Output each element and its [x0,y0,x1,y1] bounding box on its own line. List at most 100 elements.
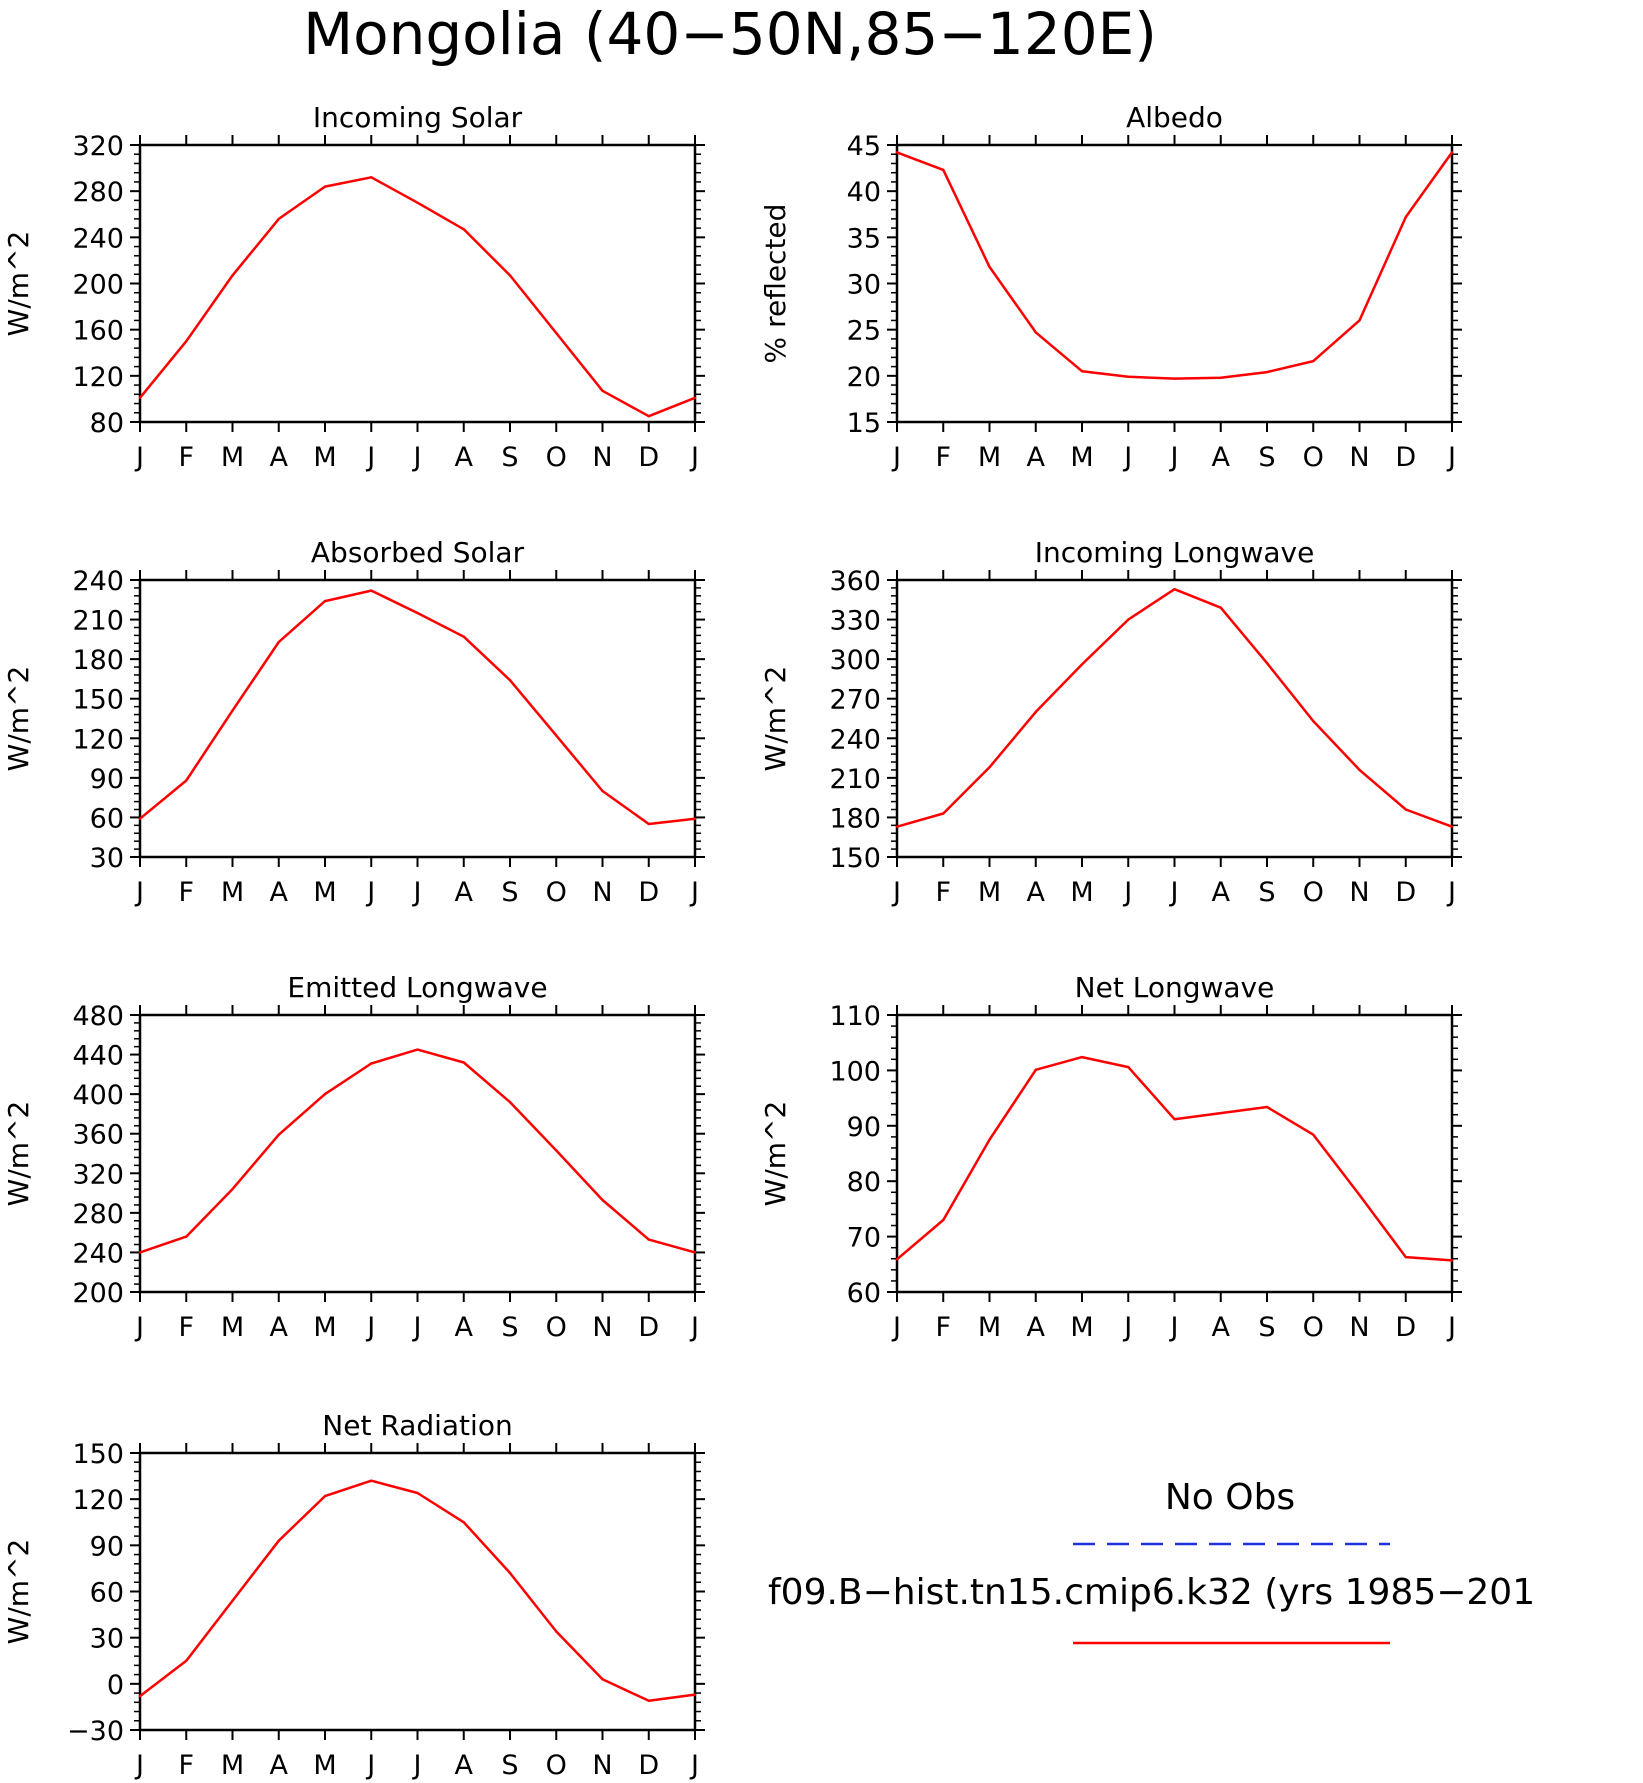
data-point [231,1187,234,1191]
y-tick-label: 150 [829,843,881,874]
data-point [1034,1068,1037,1072]
data-point [416,1491,419,1495]
x-tick-label: O [546,1750,567,1781]
data-point [462,635,465,638]
x-tick-label: J [1169,442,1179,473]
y-tick-label: 90 [847,1112,881,1143]
data-point [601,1198,604,1202]
x-tick-label: J [1446,877,1456,908]
x-tick-label: A [455,1312,474,1343]
x-tick-label: J [891,1312,901,1343]
plot-frame [138,1451,697,1732]
y-tick-label: 320 [72,1159,124,1190]
x-tick-label: M [313,1312,336,1343]
x-tick-label: J [1122,442,1132,473]
panel-title: Emitted Longwave [287,971,547,1004]
x-tick-label: J [412,1312,422,1343]
y-tick-label: 240 [72,223,124,254]
x-tick-label: A [1027,442,1046,473]
y-tick-label: 90 [90,764,124,795]
data-point [508,679,512,682]
data-point [416,201,419,204]
data-point [1312,719,1315,723]
x-tick-label: S [1258,877,1275,908]
x-tick-label: O [1303,877,1324,908]
data-point [277,640,280,644]
data-point [942,812,945,815]
data-point [277,1539,280,1542]
x-tick-label: A [455,877,474,908]
plot-frame [138,578,697,859]
panel-title: Net Radiation [322,1409,512,1442]
series-line [896,151,1454,380]
y-tick-label: 60 [847,1278,881,1309]
x-tick-label: S [501,1312,518,1343]
x-tick-label: A [270,442,289,473]
data-point [601,1678,604,1681]
data-point [988,265,991,269]
x-tick-label: F [178,442,194,473]
data-point [1173,377,1176,380]
x-tick-label: J [1169,877,1179,908]
x-tick-label: J [1169,1312,1179,1343]
x-tick-label: J [134,877,144,908]
legend-label-obs: No Obs [1165,1477,1295,1518]
y-tick-label: 20 [847,362,881,393]
data-point [647,822,650,826]
x-tick-label: F [178,1750,194,1781]
x-tick-label: D [638,1750,659,1781]
data-point [555,1149,558,1152]
data-point [1127,375,1130,378]
data-point [555,734,558,737]
x-tick-label: J [365,1312,375,1343]
y-axis-label: W/m^2 [2,1101,35,1207]
y-tick-label: 40 [847,177,881,208]
y-tick-label: 30 [90,1624,124,1655]
x-tick-label: N [592,877,612,908]
data-point [508,1571,512,1575]
x-tick-label: D [1395,1312,1416,1343]
data-point [323,1494,327,1498]
x-tick-label: J [365,1750,375,1781]
y-axis-label: W/m^2 [759,666,792,772]
figure-title: Mongolia (40−50N,85−120E) [303,0,1157,68]
x-tick-label: N [592,1750,612,1781]
y-tick-label: 35 [847,223,881,254]
x-tick-label: J [412,877,422,908]
data-point [1173,1117,1176,1121]
y-tick-label: 110 [829,1001,881,1032]
x-tick-label: J [1446,442,1456,473]
data-point [1265,370,1269,374]
y-tick-label: 200 [72,1278,124,1309]
series-line [896,1055,1453,1262]
x-tick-label: M [221,877,244,908]
x-tick-label: S [501,1750,518,1781]
y-tick-label: 150 [72,685,124,716]
y-tick-label: 210 [72,606,124,637]
x-tick-label: J [134,1750,144,1781]
y-axis-label: W/m^2 [759,1101,792,1207]
x-tick-label: J [1122,1312,1132,1343]
x-tick-label: F [178,877,194,908]
y-tick-label: 360 [829,566,881,597]
x-tick-label: A [1027,877,1046,908]
data-point [1358,768,1361,772]
plot-frame [138,143,697,424]
x-tick-label: M [221,1750,244,1781]
data-point [555,1630,558,1633]
series-line [896,587,1453,828]
y-tick-label: 15 [847,408,881,439]
x-tick-label: F [178,1312,194,1343]
panel-title: Incoming Longwave [1035,536,1315,569]
x-tick-label: D [638,1312,659,1343]
panel-title: Albedo [1126,101,1223,134]
x-tick-label: J [365,877,375,908]
x-tick-label: F [935,1312,951,1343]
data-point [185,779,188,782]
x-tick-label: D [638,877,659,908]
data-point [277,217,280,221]
